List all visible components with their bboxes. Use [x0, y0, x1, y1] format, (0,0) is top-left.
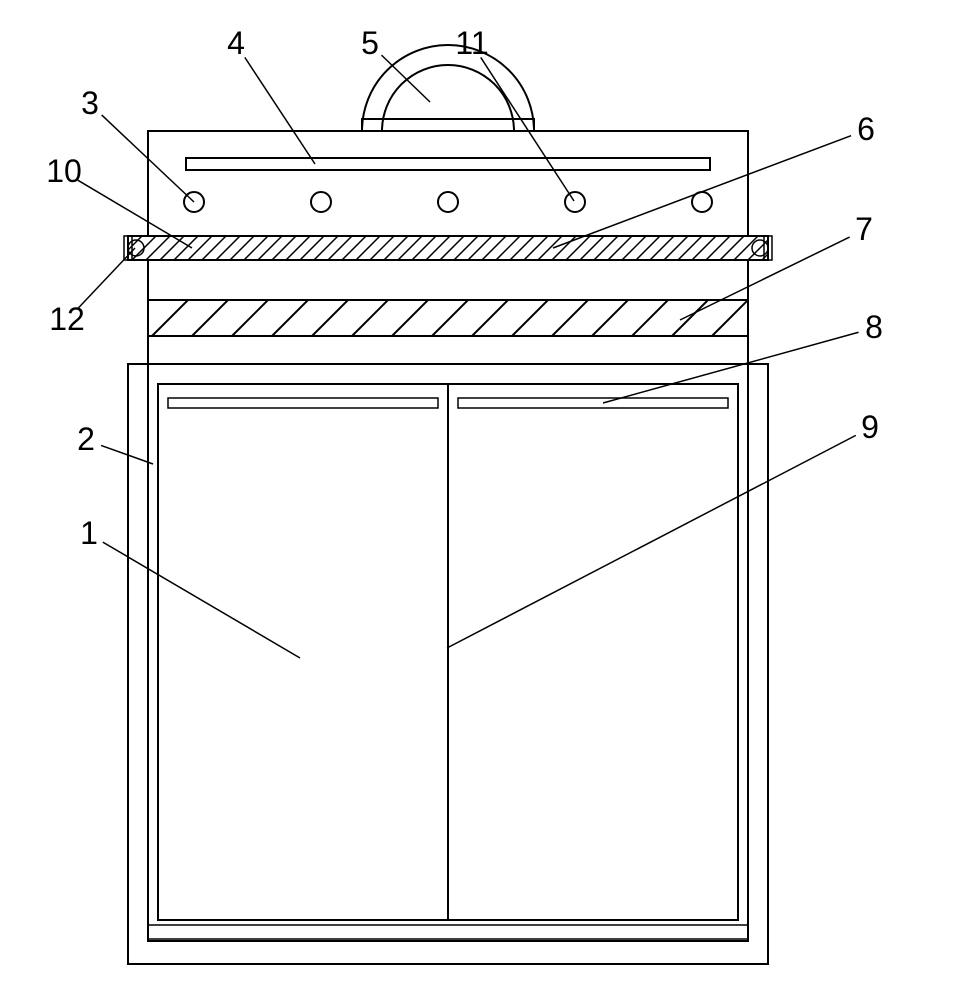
label-5: 5: [361, 25, 379, 61]
leader-line-11: [481, 57, 574, 201]
label-9: 9: [861, 409, 879, 445]
label-12: 12: [49, 301, 85, 337]
hatched-band-2: [112, 300, 788, 336]
leader-line-9: [447, 435, 856, 648]
label-3: 3: [81, 85, 99, 121]
hatched-band-1: [104, 236, 814, 260]
handle-bar: [362, 119, 534, 131]
label-6: 6: [857, 111, 875, 147]
technical-drawing: 4 5 11 3 10 12 6 7 8 9 2 1: [0, 0, 955, 1000]
leader-line-4: [245, 57, 315, 164]
label-1: 1: [80, 515, 98, 551]
label-2: 2: [77, 421, 95, 457]
leader-line-12: [78, 248, 135, 308]
leader-line-8: [603, 332, 859, 403]
label-11: 11: [455, 25, 488, 61]
bottom-bar: [148, 925, 748, 939]
leader-line-1: [103, 542, 300, 658]
leader-line-5: [382, 55, 430, 102]
label-8: 8: [865, 309, 883, 345]
leader-line-6: [553, 136, 851, 248]
hole-circle-3: [565, 192, 585, 212]
label-4: 4: [227, 25, 245, 61]
lower-slot-right: [458, 398, 728, 408]
upper-slot: [186, 158, 710, 170]
hole-circle-2: [438, 192, 458, 212]
label-7: 7: [855, 211, 873, 247]
hole-circle-1: [311, 192, 331, 212]
label-10: 10: [46, 153, 82, 189]
lower-slot-left: [168, 398, 438, 408]
